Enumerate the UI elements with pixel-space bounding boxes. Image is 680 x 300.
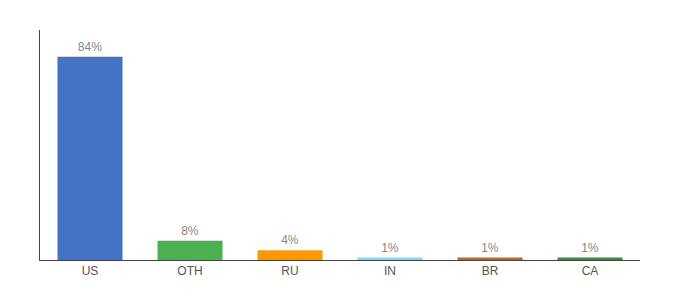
svg-text:84%: 84% [78, 40, 102, 54]
svg-text:RU: RU [281, 264, 298, 278]
svg-text:1%: 1% [481, 241, 499, 255]
svg-text:8%: 8% [181, 224, 199, 238]
svg-text:US: US [82, 264, 99, 278]
svg-text:CA: CA [582, 264, 599, 278]
svg-text:IN: IN [384, 264, 396, 278]
svg-text:OTH: OTH [177, 264, 202, 278]
svg-text:1%: 1% [581, 241, 599, 255]
svg-text:4%: 4% [281, 233, 299, 247]
svg-text:1%: 1% [381, 241, 399, 255]
svg-text:BR: BR [482, 264, 499, 278]
